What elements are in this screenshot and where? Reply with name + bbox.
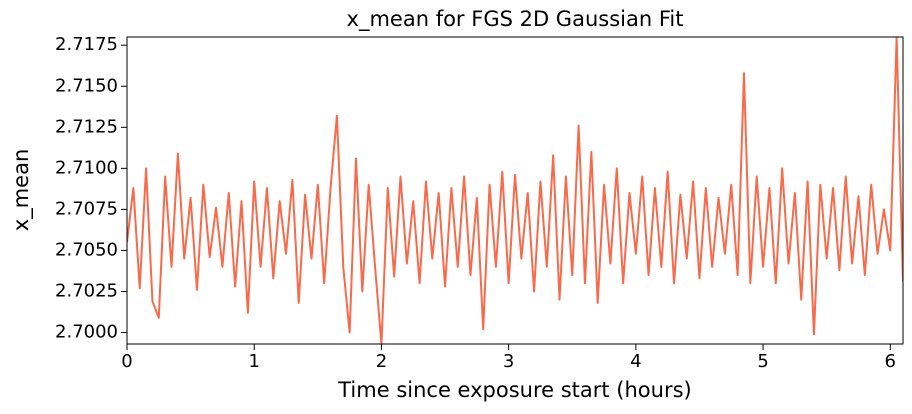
- y-tick-label: 2.7050: [55, 239, 118, 260]
- x-tick-label: 5: [757, 351, 768, 372]
- y-tick-label: 2.7000: [55, 322, 118, 343]
- x-axis-label: Time since exposure start (hours): [337, 378, 691, 402]
- x-tick-label: 4: [630, 351, 641, 372]
- y-axis-label: x_mean: [9, 149, 34, 231]
- x-tick-label: 1: [248, 351, 259, 372]
- y-tick-label: 2.7150: [55, 75, 118, 96]
- x-tick-label: 2: [376, 351, 387, 372]
- y-tick-label: 2.7125: [55, 116, 118, 137]
- y-tick-label: 2.7175: [55, 34, 118, 55]
- y-tick-label: 2.7100: [55, 157, 118, 178]
- chart-title: x_mean for FGS 2D Gaussian Fit: [347, 7, 684, 32]
- y-tick-label: 2.7075: [55, 198, 118, 219]
- x-tick-label: 0: [121, 351, 132, 372]
- plot-frame: [126, 36, 904, 345]
- y-tick-label: 2.7025: [55, 280, 118, 301]
- x-tick-label: 6: [885, 351, 896, 372]
- data-line: [127, 37, 903, 344]
- x-tick-label: 3: [503, 351, 514, 372]
